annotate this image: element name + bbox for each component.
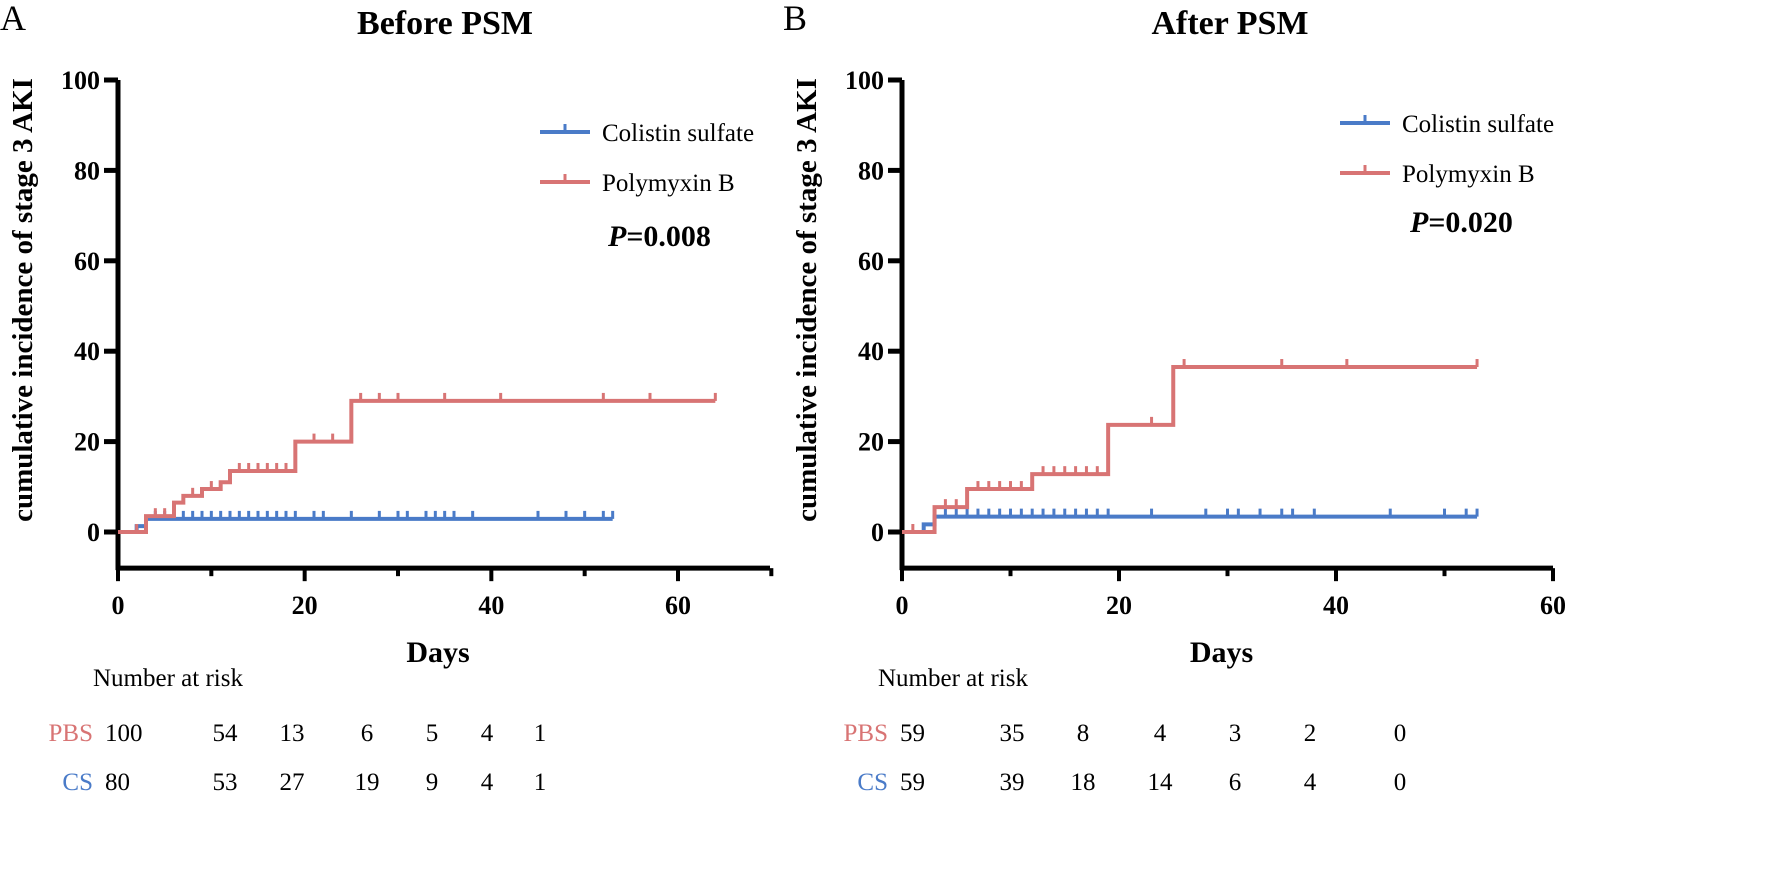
km-curve-cs <box>118 516 613 534</box>
x-tick-label: 0 <box>112 591 125 620</box>
risk-row-label-cs: CS <box>62 769 93 796</box>
x-tick-label: 20 <box>1106 591 1132 620</box>
risk-count: 4 <box>481 769 494 796</box>
y-tick-label: 60 <box>74 247 100 276</box>
risk-count: 59 <box>900 769 925 796</box>
legend-label-cs: Colistin sulfate <box>1402 111 1554 138</box>
risk-count: 14 <box>1148 769 1174 796</box>
risk-count: 27 <box>280 769 305 796</box>
risk-count: 4 <box>1154 720 1167 747</box>
p-value-number: =0.020 <box>1428 206 1513 239</box>
risk-count: 6 <box>1229 769 1242 796</box>
y-tick-label: 100 <box>61 66 100 95</box>
legend-label-cs: Colistin sulfate <box>602 120 754 147</box>
risk-count: 0 <box>1394 720 1407 747</box>
chart-title: After PSM <box>1151 5 1308 42</box>
p-value: P=0.008 <box>607 220 711 253</box>
risk-count: 39 <box>1000 769 1025 796</box>
risk-table-title: Number at risk <box>93 665 243 692</box>
x-tick-label: 60 <box>1540 591 1566 620</box>
x-axis-label: Days <box>1190 636 1253 669</box>
risk-count: 1 <box>534 720 547 747</box>
y-tick-label: 60 <box>858 247 884 276</box>
risk-count: 2 <box>1304 720 1317 747</box>
y-axis-label: cumulative incidence of stage 3 AKI <box>791 78 823 522</box>
risk-count: 4 <box>1304 769 1317 796</box>
x-tick-label: 40 <box>1323 591 1349 620</box>
risk-count: 4 <box>481 720 494 747</box>
legend-label-pbs: Polymyxin B <box>1402 161 1535 188</box>
km-curve-pbs <box>902 365 1478 534</box>
y-tick-label: 80 <box>858 156 884 185</box>
risk-count: 54 <box>213 720 239 747</box>
risk-row-label-cs: CS <box>857 769 888 796</box>
risk-count: 3 <box>1229 720 1242 747</box>
y-tick-label: 20 <box>74 428 100 457</box>
risk-table-title: Number at risk <box>878 665 1028 692</box>
risk-count: 35 <box>1000 720 1025 747</box>
risk-count: 53 <box>213 769 238 796</box>
panel-letter: B <box>783 0 807 38</box>
panel-b: B After PSM cumulative incidence of stage … <box>783 0 1566 796</box>
y-tick-label: 40 <box>74 337 100 366</box>
risk-count: 8 <box>1077 720 1090 747</box>
panel-a: A Before PSM cumulative incidence of stage… <box>0 0 774 796</box>
risk-count: 18 <box>1071 769 1096 796</box>
risk-count: 6 <box>361 720 374 747</box>
x-tick-label: 40 <box>478 591 504 620</box>
x-axis-label: Days <box>406 636 469 669</box>
x-tick-label: 20 <box>292 591 318 620</box>
risk-row-label-pbs: PBS <box>844 720 888 747</box>
y-tick-label: 0 <box>871 518 884 547</box>
risk-count: 19 <box>355 769 380 796</box>
panel-letter: A <box>0 0 26 38</box>
p-value-prefix: P <box>1409 206 1429 239</box>
km-curve-cs <box>902 514 1478 534</box>
p-value-prefix: P <box>607 220 627 253</box>
km-curve-pbs <box>118 398 716 534</box>
p-value-number: =0.008 <box>626 220 711 253</box>
risk-count: 1 <box>534 769 547 796</box>
y-tick-label: 100 <box>845 66 884 95</box>
y-tick-label: 40 <box>858 337 884 366</box>
y-tick-label: 20 <box>858 428 884 457</box>
risk-count: 80 <box>105 769 130 796</box>
legend-label-pbs: Polymyxin B <box>602 170 735 197</box>
risk-count: 59 <box>900 720 925 747</box>
risk-count: 5 <box>426 720 439 747</box>
x-tick-label: 60 <box>665 591 691 620</box>
x-tick-label: 0 <box>896 591 909 620</box>
y-axis-label: cumulative incidence of stage 3 AKI <box>7 78 39 522</box>
p-value: P=0.020 <box>1409 206 1513 239</box>
risk-count: 9 <box>426 769 439 796</box>
risk-count: 0 <box>1394 769 1407 796</box>
risk-count: 13 <box>280 720 305 747</box>
y-tick-label: 80 <box>74 156 100 185</box>
risk-count: 100 <box>105 720 143 747</box>
y-tick-label: 0 <box>87 518 100 547</box>
chart-title: Before PSM <box>357 5 533 42</box>
risk-row-label-pbs: PBS <box>49 720 93 747</box>
